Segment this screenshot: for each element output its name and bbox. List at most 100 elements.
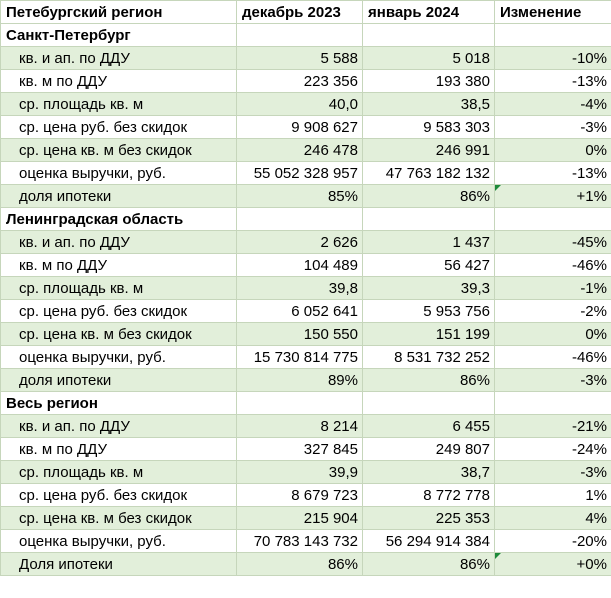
value-change[interactable]: -1% [494, 276, 611, 300]
row-label[interactable]: кв. м по ДДУ [0, 253, 237, 277]
section-title[interactable]: Санкт-Петербург [0, 23, 237, 47]
value-january[interactable]: 5 953 756 [362, 299, 495, 323]
value-december[interactable]: 86% [236, 552, 363, 576]
row-label[interactable]: Доля ипотеки [0, 552, 237, 576]
value-january[interactable]: 38,5 [362, 92, 495, 116]
row-label[interactable]: доля ипотеки [0, 368, 237, 392]
row-label[interactable]: кв. и ап. по ДДУ [0, 230, 237, 254]
row-label[interactable]: кв. и ап. по ДДУ [0, 46, 237, 70]
value-january[interactable]: 47 763 182 132 [362, 161, 495, 185]
value-january[interactable]: 6 455 [362, 414, 495, 438]
value-change[interactable]: -13% [494, 69, 611, 93]
value-december[interactable]: 85% [236, 184, 363, 208]
value-change[interactable]: -3% [494, 460, 611, 484]
row-label[interactable]: оценка выручки, руб. [0, 345, 237, 369]
value-january[interactable]: 86% [362, 368, 495, 392]
value-january[interactable]: 151 199 [362, 322, 495, 346]
row-label[interactable]: ср. цена кв. м без скидок [0, 322, 237, 346]
value-change[interactable]: +0% [494, 552, 611, 576]
row-label[interactable]: доля ипотеки [0, 184, 237, 208]
value-change[interactable]: +1% [494, 184, 611, 208]
value-change[interactable]: 0% [494, 138, 611, 162]
empty-cell[interactable] [494, 391, 611, 415]
value-change[interactable]: -2% [494, 299, 611, 323]
value-change[interactable]: 1% [494, 483, 611, 507]
value-january[interactable]: 5 018 [362, 46, 495, 70]
value-december[interactable]: 39,8 [236, 276, 363, 300]
row-label[interactable]: оценка выручки, руб. [0, 529, 237, 553]
value-december[interactable]: 40,0 [236, 92, 363, 116]
value-change[interactable]: -46% [494, 345, 611, 369]
value-january[interactable]: 225 353 [362, 506, 495, 530]
value-change[interactable]: -20% [494, 529, 611, 553]
value-december[interactable]: 104 489 [236, 253, 363, 277]
value-january[interactable]: 8 531 732 252 [362, 345, 495, 369]
empty-cell[interactable] [362, 207, 495, 231]
header-january[interactable]: январь 2024 [362, 0, 495, 24]
value-january[interactable]: 38,7 [362, 460, 495, 484]
value-change[interactable]: 4% [494, 506, 611, 530]
value-december[interactable]: 9 908 627 [236, 115, 363, 139]
empty-cell[interactable] [494, 207, 611, 231]
value-january[interactable]: 56 294 914 384 [362, 529, 495, 553]
value-december[interactable]: 327 845 [236, 437, 363, 461]
value-december[interactable]: 150 550 [236, 322, 363, 346]
value-december[interactable]: 215 904 [236, 506, 363, 530]
value-january[interactable]: 39,3 [362, 276, 495, 300]
value-december[interactable]: 6 052 641 [236, 299, 363, 323]
row-label[interactable]: ср. площадь кв. м [0, 460, 237, 484]
value-december[interactable]: 8 679 723 [236, 483, 363, 507]
value-december[interactable]: 70 783 143 732 [236, 529, 363, 553]
empty-cell[interactable] [236, 207, 363, 231]
value-december[interactable]: 223 356 [236, 69, 363, 93]
row-label[interactable]: ср. площадь кв. м [0, 276, 237, 300]
value-change[interactable]: 0% [494, 322, 611, 346]
value-january[interactable]: 9 583 303 [362, 115, 495, 139]
header-region[interactable]: Петебургский регион [0, 0, 237, 24]
value-january[interactable]: 56 427 [362, 253, 495, 277]
value-december[interactable]: 2 626 [236, 230, 363, 254]
empty-cell[interactable] [236, 391, 363, 415]
row-label[interactable]: оценка выручки, руб. [0, 161, 237, 185]
value-change[interactable]: -45% [494, 230, 611, 254]
value-change[interactable]: -3% [494, 368, 611, 392]
value-change[interactable]: -21% [494, 414, 611, 438]
empty-cell[interactable] [362, 391, 495, 415]
row-label[interactable]: ср. цена руб. без скидок [0, 115, 237, 139]
header-change[interactable]: Изменение [494, 0, 611, 24]
value-december[interactable]: 246 478 [236, 138, 363, 162]
empty-cell[interactable] [362, 23, 495, 47]
value-january[interactable]: 86% [362, 184, 495, 208]
value-december[interactable]: 89% [236, 368, 363, 392]
row-label[interactable]: ср. цена руб. без скидок [0, 483, 237, 507]
empty-cell[interactable] [236, 23, 363, 47]
header-december[interactable]: декабрь 2023 [236, 0, 363, 24]
value-change[interactable]: -4% [494, 92, 611, 116]
empty-cell[interactable] [494, 23, 611, 47]
value-december[interactable]: 15 730 814 775 [236, 345, 363, 369]
row-label[interactable]: кв. м по ДДУ [0, 69, 237, 93]
value-january[interactable]: 1 437 [362, 230, 495, 254]
row-label[interactable]: кв. и ап. по ДДУ [0, 414, 237, 438]
value-january[interactable]: 249 807 [362, 437, 495, 461]
row-label[interactable]: ср. цена кв. м без скидок [0, 138, 237, 162]
row-label[interactable]: ср. цена руб. без скидок [0, 299, 237, 323]
section-title[interactable]: Весь регион [0, 391, 237, 415]
value-january[interactable]: 86% [362, 552, 495, 576]
value-january[interactable]: 193 380 [362, 69, 495, 93]
section-title[interactable]: Ленинградская область [0, 207, 237, 231]
value-december[interactable]: 55 052 328 957 [236, 161, 363, 185]
value-change[interactable]: -13% [494, 161, 611, 185]
value-december[interactable]: 5 588 [236, 46, 363, 70]
row-label[interactable]: ср. цена кв. м без скидок [0, 506, 237, 530]
row-label[interactable]: кв. м по ДДУ [0, 437, 237, 461]
value-january[interactable]: 246 991 [362, 138, 495, 162]
value-change[interactable]: -24% [494, 437, 611, 461]
value-december[interactable]: 39,9 [236, 460, 363, 484]
row-label[interactable]: ср. площадь кв. м [0, 92, 237, 116]
value-change[interactable]: -46% [494, 253, 611, 277]
value-change[interactable]: -3% [494, 115, 611, 139]
value-change[interactable]: -10% [494, 46, 611, 70]
value-december[interactable]: 8 214 [236, 414, 363, 438]
value-january[interactable]: 8 772 778 [362, 483, 495, 507]
